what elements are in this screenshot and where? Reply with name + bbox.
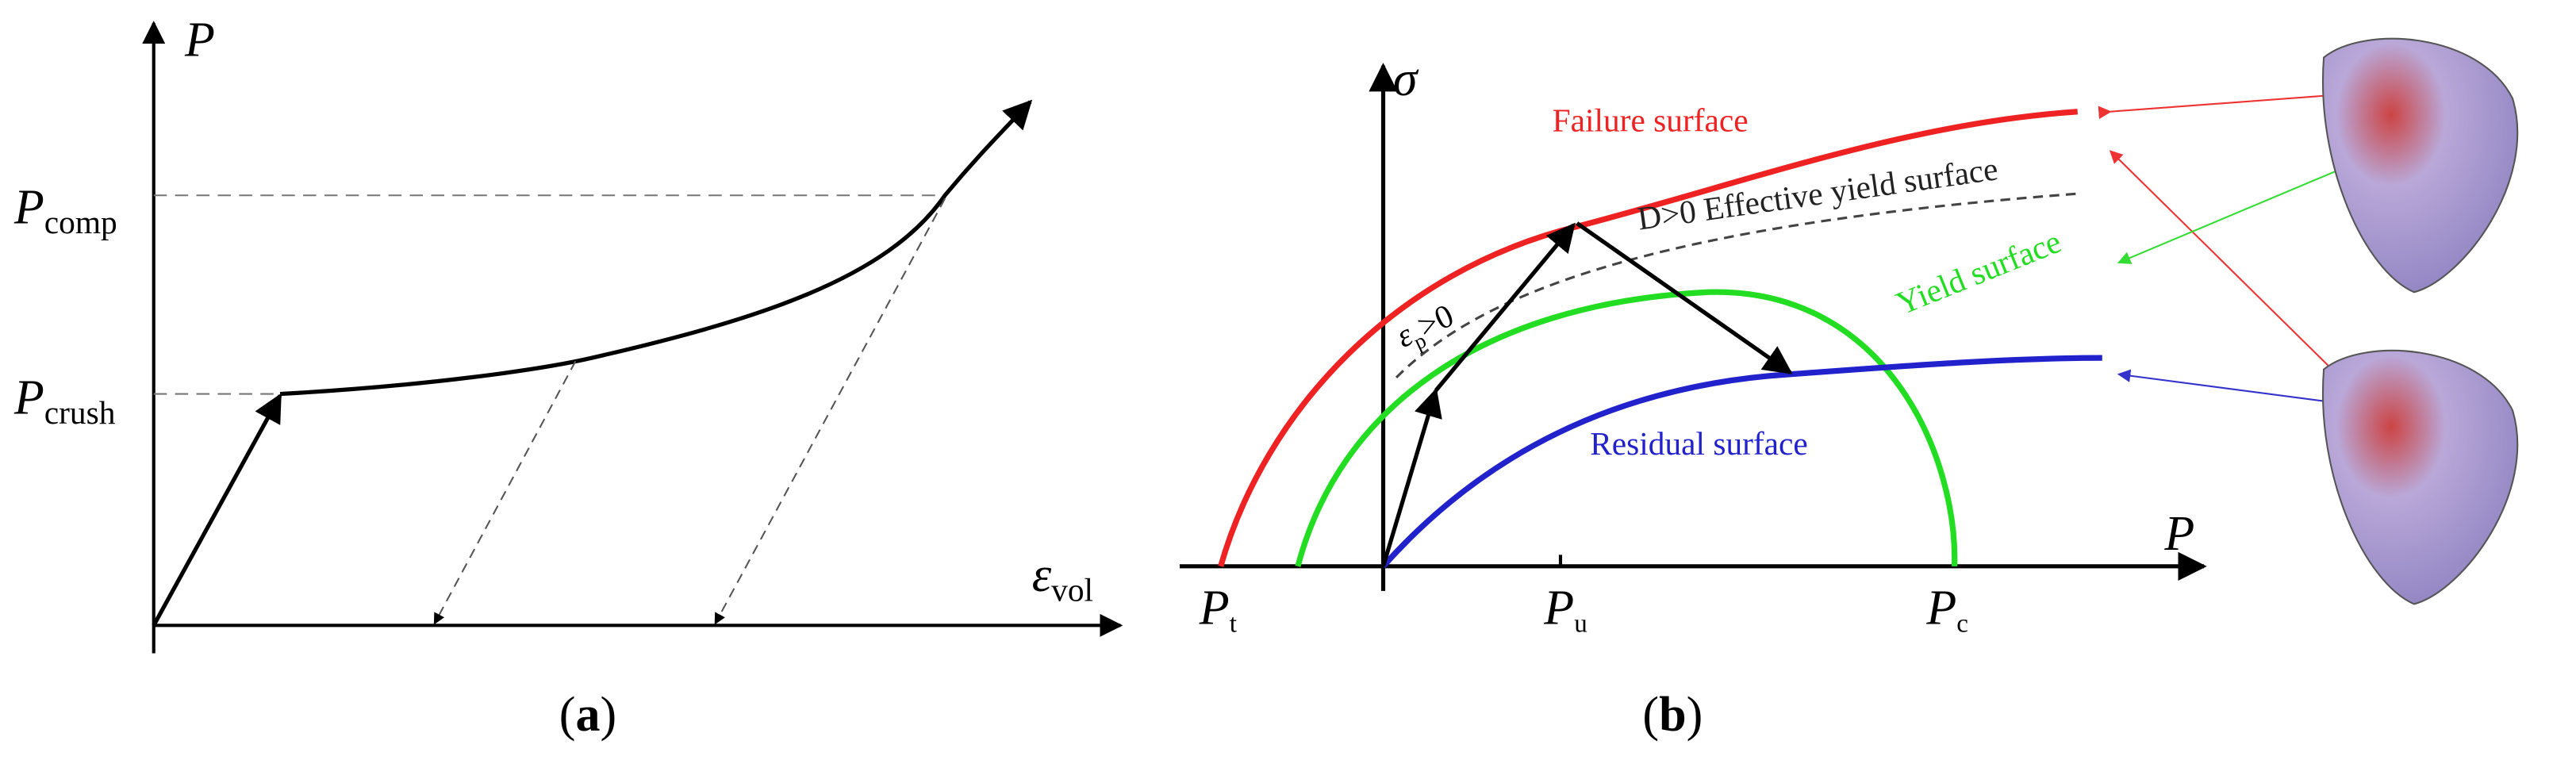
pointer-arrow xyxy=(2117,369,2332,403)
label-part: P xyxy=(1925,581,1956,635)
pt-label: Pt xyxy=(1199,581,1237,638)
effective-yield-label: D>0 Effective yield surface xyxy=(1635,150,2000,236)
unload-line xyxy=(433,360,577,625)
y-axis-label: σ xyxy=(1393,52,1419,106)
label-part: u xyxy=(1574,610,1587,639)
label-part: t xyxy=(1230,610,1237,639)
load-path xyxy=(1434,222,1576,393)
caption: (a) xyxy=(559,688,616,742)
pc-label: Pc xyxy=(1925,581,1968,638)
unload-line xyxy=(714,198,946,625)
caption: (b) xyxy=(1642,688,1703,742)
residual-curve xyxy=(1380,355,2102,569)
label-part: a xyxy=(575,688,600,742)
label-part: P xyxy=(1543,581,1574,635)
panel-a xyxy=(142,21,1123,654)
label-part: P xyxy=(13,370,44,424)
p-comp-label: Pcomp xyxy=(13,180,117,240)
label-part: ( xyxy=(559,688,576,742)
pu-label: Pu xyxy=(1543,581,1587,638)
failure-curve xyxy=(1218,109,2078,567)
label-part: ( xyxy=(1642,688,1659,742)
effective-yield-curve xyxy=(1395,192,2078,378)
x-axis-label: εvol xyxy=(1032,548,1093,608)
label-part: crush xyxy=(44,394,116,431)
surface-icon xyxy=(2322,349,2519,605)
crush-curve xyxy=(279,99,1033,397)
p-crush-label: Pcrush xyxy=(13,370,116,430)
failure-label: Failure surface xyxy=(1553,102,1749,139)
label-part: vol xyxy=(1051,571,1093,608)
yield-label: Yield surface xyxy=(1891,223,2066,322)
label-part: c xyxy=(1956,610,1968,639)
yield-curve xyxy=(1295,289,1958,567)
pointer-arrow xyxy=(2098,94,2332,120)
label-part: ) xyxy=(601,688,617,742)
softening-path xyxy=(1576,221,1793,374)
label-part: P xyxy=(13,180,44,234)
label-part: comp xyxy=(44,204,117,240)
residual-label: Residual surface xyxy=(1590,425,1808,462)
pointer-arrow xyxy=(2109,150,2333,370)
label-part: ε xyxy=(1032,548,1052,602)
y-axis-label: P xyxy=(184,13,215,67)
label-part: b xyxy=(1659,688,1687,742)
panel-b xyxy=(1179,37,2519,605)
label-part: P xyxy=(1199,581,1230,635)
surface-icon xyxy=(2322,37,2519,294)
x-axis-label: P xyxy=(2163,507,2194,561)
label-part: ) xyxy=(1687,688,1703,742)
elastic-load xyxy=(152,393,282,627)
load-path xyxy=(1381,387,1442,567)
